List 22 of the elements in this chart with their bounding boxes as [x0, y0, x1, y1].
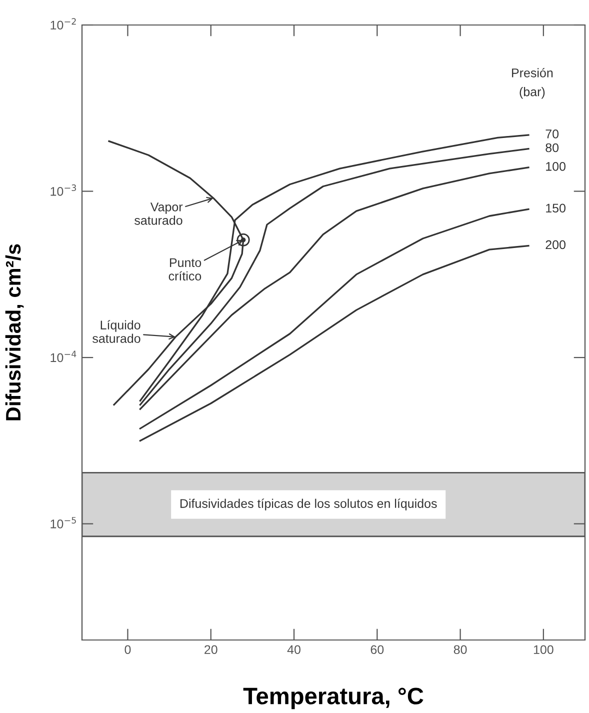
band-label: Difusividades típicas de los solutos en líquidos: [180, 498, 437, 510]
x-tick-label: 60: [370, 645, 384, 654]
series-label: 150: [546, 204, 566, 213]
x-axis-title: Temperatura, °C: [243, 688, 424, 710]
annotation: Líquido saturado: [92, 320, 140, 343]
series-label: 70: [546, 129, 559, 138]
x-tick-label: 20: [204, 645, 218, 654]
series-label: 200: [546, 240, 566, 250]
y-tick-label: 10$^{−4}$: [50, 350, 76, 362]
y-tick-label: 10$^{−3}$: [50, 184, 76, 196]
x-tick-label: 80: [454, 645, 467, 654]
y-tick-label: 10$^{−5}$: [50, 517, 76, 528]
y-tick-label: 10$^{−2}$: [50, 18, 76, 30]
series-label: 100: [546, 162, 566, 171]
y-axis-title: Difusividad, cm²/s: [5, 244, 24, 420]
x-tick-label: 40: [287, 645, 300, 654]
x-tick-label: 100: [534, 645, 554, 654]
annotation: Presión (bar): [512, 68, 553, 99]
x-tick-label: 0: [124, 645, 131, 654]
annotation: Vapor saturado: [134, 202, 183, 225]
annotation: Punto crítico: [168, 258, 202, 281]
series-label: 80: [546, 143, 559, 152]
